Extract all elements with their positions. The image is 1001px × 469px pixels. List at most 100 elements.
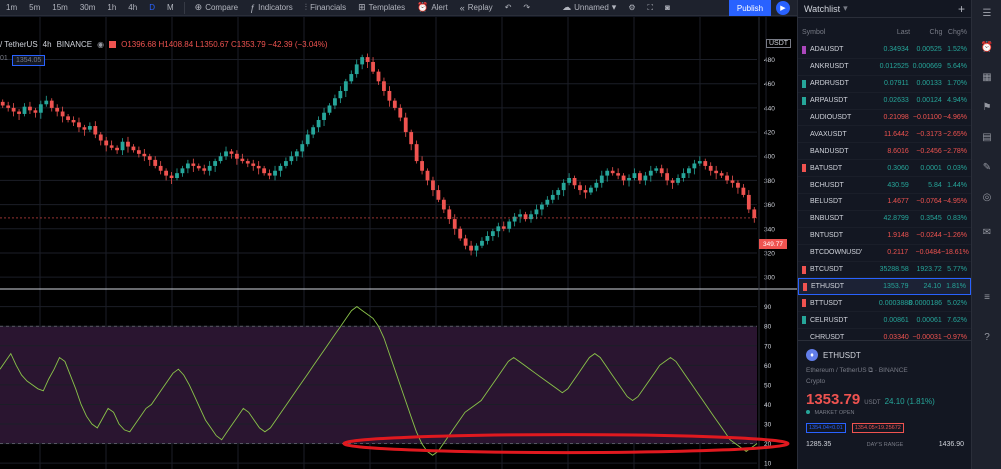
timeframe-5m[interactable]: 5m: [29, 3, 41, 12]
templates-button[interactable]: ⊞ Templates: [352, 2, 411, 13]
row-flag-icon[interactable]: [802, 45, 806, 54]
column-chg[interactable]: Chg: [929, 28, 943, 36]
row-symbol-cell: BTTUSDT: [802, 299, 879, 308]
chevron-down-icon: ▾: [611, 2, 617, 12]
row-flag-icon[interactable]: [802, 198, 806, 206]
timeframe-M[interactable]: M: [166, 3, 174, 12]
row-flag-icon[interactable]: [802, 147, 806, 155]
row-flag-icon[interactable]: [802, 232, 806, 240]
candle-body: [725, 175, 729, 181]
watchlist-row[interactable]: BTCUSDT 35288.58 1923.72 5.77%: [798, 262, 971, 279]
chevron-down-icon[interactable]: ▾: [843, 3, 848, 13]
hotlist-icon[interactable]: ⚑: [982, 101, 992, 113]
watchlist-title[interactable]: Watchlist: [804, 3, 841, 14]
settings-gear-icon[interactable]: ⚙: [628, 3, 636, 12]
watchlist-row[interactable]: ADAUSDT 0.34934 0.00525 1.52%: [798, 42, 971, 59]
watchlist-row[interactable]: BATUSDT 0.3060 0.0001 0.03%: [798, 160, 971, 178]
chart-area[interactable]: 480 460 440 420 400 380 360 340 320 300 90 80 70 60 50…: [0, 17, 797, 469]
rsi-axis-label: 90: [764, 304, 772, 311]
watchlist-row[interactable]: BTCDOWNUSD' 0.2117 −0.0484 −18.61%: [798, 245, 971, 262]
price-chart-canvas[interactable]: 480 460 440 420 400 380 360 340 320 300 90 80 70 60 50…: [0, 17, 797, 469]
currency-badge[interactable]: USDT: [766, 39, 792, 48]
ideas-icon[interactable]: ✎: [982, 161, 992, 173]
row-flag-icon[interactable]: [802, 130, 806, 138]
candle-body: [665, 173, 670, 181]
redo-icon[interactable]: ↷: [523, 3, 531, 12]
layout-selector[interactable]: ☁ Unnamed ▾: [556, 2, 622, 13]
candle-body: [441, 199, 446, 210]
timeframe-30m[interactable]: 30m: [79, 3, 96, 12]
row-flag-icon[interactable]: [802, 96, 806, 105]
watchlist-row[interactable]: ANKRUSDT 0.012525 0.000669 5.64%: [798, 59, 971, 76]
watchlist-row[interactable]: ARPAUSDT 0.02633 0.00124 4.94%: [798, 93, 971, 110]
notifications-icon[interactable]: ◎: [982, 191, 992, 203]
row-flag-icon[interactable]: [802, 181, 806, 189]
financials-button[interactable]: ⫶ Financials: [299, 2, 352, 13]
flag-icon[interactable]: [109, 40, 117, 48]
timeframe-1m[interactable]: 1m: [6, 3, 18, 12]
eye-icon[interactable]: ◉: [97, 39, 105, 49]
row-flag-icon[interactable]: [802, 249, 806, 257]
plus-icon[interactable]: +: [957, 1, 965, 16]
timeframe-15m[interactable]: 15m: [52, 3, 68, 12]
candle-body: [561, 182, 566, 191]
row-chg-pct: 1.52%: [947, 46, 967, 54]
chat-icon[interactable]: ✉: [982, 226, 992, 238]
external-link-icon[interactable]: ⧉: [868, 367, 874, 374]
row-flag-icon[interactable]: [802, 63, 806, 71]
watchlist-row[interactable]: AUDIOUSDT 0.21098 −0.01100 −4.96%: [798, 110, 971, 127]
watchlist-row[interactable]: BELUSDT 1.4677 −0.0764 −4.95%: [798, 194, 971, 211]
watchlist-row[interactable]: AVAXUSDT 11.6442 −0.3173 −2.65%: [798, 126, 971, 144]
alerts-clock-icon[interactable]: ⏰: [980, 41, 994, 53]
indicator-prefix: 01: [0, 55, 8, 62]
compare-button[interactable]: ⊕ Compare: [189, 2, 244, 13]
indicators-button[interactable]: ƒ Indicators: [244, 3, 299, 13]
timeframe-1h[interactable]: 1h: [107, 3, 117, 12]
row-flag-icon[interactable]: [802, 316, 806, 325]
fullscreen-icon[interactable]: ⛶: [647, 2, 654, 12]
watchlist-row[interactable]: BANDUSDT 8.6016 −0.2456 −2.78%: [798, 143, 971, 161]
replay-button[interactable]: « Replay: [454, 3, 499, 13]
watchlist-row[interactable]: BNTUSDT 1.9148 −0.0244 −1.26%: [798, 228, 971, 245]
column-last[interactable]: Last: [896, 28, 911, 36]
timeframe-4h[interactable]: 4h: [128, 3, 138, 12]
data-window-icon[interactable]: ▦: [982, 71, 992, 83]
row-chg-pct: 5.64%: [947, 63, 967, 71]
watchlist-row[interactable]: BCHUSDT 430.59 5.84 1.44%: [798, 177, 971, 195]
undo-icon[interactable]: ↶: [504, 3, 512, 12]
candle-body: [349, 74, 354, 82]
camera-icon[interactable]: ◙: [665, 3, 670, 12]
calendar-icon[interactable]: ▤: [982, 131, 992, 143]
row-flag-icon[interactable]: [802, 164, 806, 173]
indicators-icon: ƒ: [250, 2, 256, 13]
details-symbol[interactable]: ETHUSDT: [823, 350, 861, 360]
alert-button[interactable]: ⏰ Alert: [411, 2, 454, 13]
help-icon[interactable]: ?: [984, 331, 990, 343]
candle-body: [251, 163, 256, 166]
publish-button[interactable]: Publish: [729, 0, 771, 16]
candle-body: [567, 178, 572, 183]
row-flag-icon[interactable]: [802, 215, 806, 223]
row-flag-icon[interactable]: [802, 114, 806, 122]
layers-icon[interactable]: ≡: [984, 291, 990, 303]
row-last: 0.34934: [883, 46, 909, 54]
row-flag-icon[interactable]: [802, 79, 806, 88]
row-chg-pct: −1.26%: [943, 232, 967, 240]
watchlist-row[interactable]: ARDRUSDT 0.07911 0.00133 1.70%: [798, 76, 971, 93]
column-symbol[interactable]: Symbol: [802, 28, 826, 36]
legend-symbol[interactable]: / TetherUS: [0, 39, 38, 49]
candle-body: [409, 132, 414, 145]
watchlist-row[interactable]: ETHUSDT 1353.79 24.10 1.81%: [798, 278, 971, 296]
watchlist-row[interactable]: BNBUSDT 42.8799 0.3545 0.83%: [798, 211, 971, 228]
timeframe-D[interactable]: D: [149, 3, 155, 12]
watchlist-icon[interactable]: ☰: [982, 7, 992, 19]
row-flag-icon[interactable]: [803, 282, 807, 291]
row-symbol: BELUSDT: [810, 198, 843, 206]
row-flag-icon[interactable]: [802, 299, 806, 308]
watchlist-row[interactable]: CELRUSDT 0.00861 0.00061 7.62%: [798, 312, 971, 330]
row-flag-icon[interactable]: [802, 265, 806, 274]
watchlist-row[interactable]: BTTUSDT 0.0003888 0.0000186 5.02%: [798, 295, 971, 313]
column-chg-pct[interactable]: Chg%: [947, 28, 967, 36]
play-icon[interactable]: ▶: [776, 1, 790, 15]
candle-body: [273, 170, 277, 176]
